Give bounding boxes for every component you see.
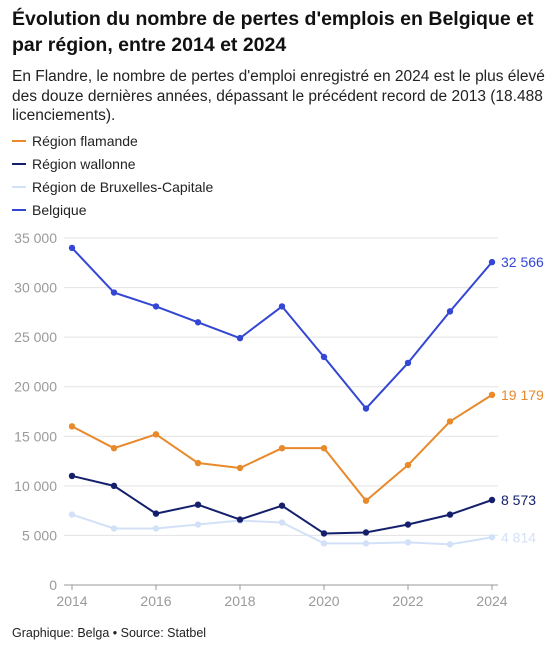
y-tick-label: 5 000 — [22, 527, 57, 543]
legend-swatch — [12, 139, 26, 142]
data-point — [320, 530, 328, 537]
x-tick-label: 2014 — [56, 593, 87, 609]
data-point — [152, 431, 160, 438]
line-chart: 0 5 000 10 000 15 000 20 000 25 000 30 000 35 0… — [14, 230, 544, 609]
data-point — [488, 496, 496, 504]
series-line — [71, 247, 493, 410]
legend-swatch — [12, 162, 26, 165]
data-point — [278, 303, 286, 310]
legend-item-belgique: Belgique — [12, 198, 213, 221]
legend-label: Région de Bruxelles-Capitale — [32, 178, 214, 195]
end-value-label: 19 179 — [501, 387, 544, 403]
data-point — [68, 472, 76, 480]
data-point — [320, 540, 328, 547]
data-point — [152, 303, 160, 310]
data-point — [236, 334, 244, 342]
y-tick-label: 35 000 — [14, 230, 57, 246]
chart-legend: Région flamande Région wallonne Région d… — [12, 129, 213, 221]
data-point — [488, 258, 496, 266]
y-tick-label: 25 000 — [14, 329, 57, 345]
data-point — [446, 541, 454, 548]
data-point — [320, 353, 328, 361]
data-point — [446, 418, 454, 425]
legend-label: Belgique — [32, 201, 87, 218]
data-point — [446, 511, 454, 518]
series-layer — [68, 244, 496, 548]
data-point — [404, 359, 412, 367]
legend-item-flamande: Région flamande — [12, 129, 213, 152]
x-tick-label: 2016 — [140, 593, 171, 609]
y-tick-label: 10 000 — [14, 478, 57, 494]
legend-label: Région wallonne — [32, 155, 136, 172]
data-point — [68, 423, 76, 430]
legend-swatch — [12, 208, 26, 211]
data-point — [194, 521, 202, 528]
legend-item-bruxelles: Région de Bruxelles-Capitale — [12, 175, 213, 198]
x-tick-label: 2024 — [476, 593, 507, 609]
data-point — [68, 511, 76, 518]
data-point — [488, 391, 496, 399]
chart-subtitle: En Flandre, le nombre de pertes d'emploi… — [12, 68, 545, 124]
data-point — [446, 308, 454, 315]
data-point — [362, 540, 370, 547]
y-tick-label: 30 000 — [14, 280, 57, 296]
y-tick-label: 0 — [49, 577, 57, 593]
legend-swatch — [12, 185, 26, 188]
data-point — [404, 539, 412, 546]
data-point — [110, 289, 118, 296]
legend-item-wallonne: Région wallonne — [12, 152, 213, 175]
data-point — [110, 482, 118, 490]
grid-layer — [64, 237, 498, 586]
end-value-label: 8 573 — [501, 492, 536, 508]
axis-layer: 0 5 000 10 000 15 000 20 000 25 000 30 000 35 0… — [14, 230, 508, 609]
chart-footer: Graphique: Belga • Source: Statbel — [12, 626, 207, 640]
y-tick-label: 15 000 — [14, 428, 57, 444]
label-layer: 4 814 8 573 19 179 32 566 — [501, 254, 544, 545]
data-point — [194, 501, 202, 508]
data-point — [236, 464, 244, 472]
data-point — [278, 502, 286, 509]
data-point — [488, 534, 496, 541]
end-value-label: 4 814 — [501, 529, 536, 545]
data-point — [152, 510, 160, 517]
end-value-label: 32 566 — [501, 254, 544, 270]
chart-title: Évolution du nombre de pertes d'emplois … — [12, 8, 534, 56]
data-point — [110, 525, 118, 532]
data-point — [404, 461, 412, 469]
data-point — [152, 525, 160, 532]
x-tick-label: 2020 — [308, 593, 339, 609]
legend-label: Région flamande — [32, 132, 138, 149]
data-point — [362, 405, 370, 412]
data-point — [110, 444, 118, 452]
data-point — [362, 529, 370, 536]
data-point — [236, 516, 244, 523]
data-point — [68, 244, 76, 252]
data-point — [194, 319, 202, 326]
data-point — [278, 519, 286, 526]
data-point — [320, 444, 328, 452]
data-point — [404, 521, 412, 528]
data-point — [278, 444, 286, 452]
x-tick-label: 2022 — [392, 593, 423, 609]
data-point — [194, 459, 202, 467]
data-point — [362, 497, 370, 504]
y-tick-label: 20 000 — [14, 379, 57, 395]
x-tick-label: 2018 — [224, 593, 255, 609]
